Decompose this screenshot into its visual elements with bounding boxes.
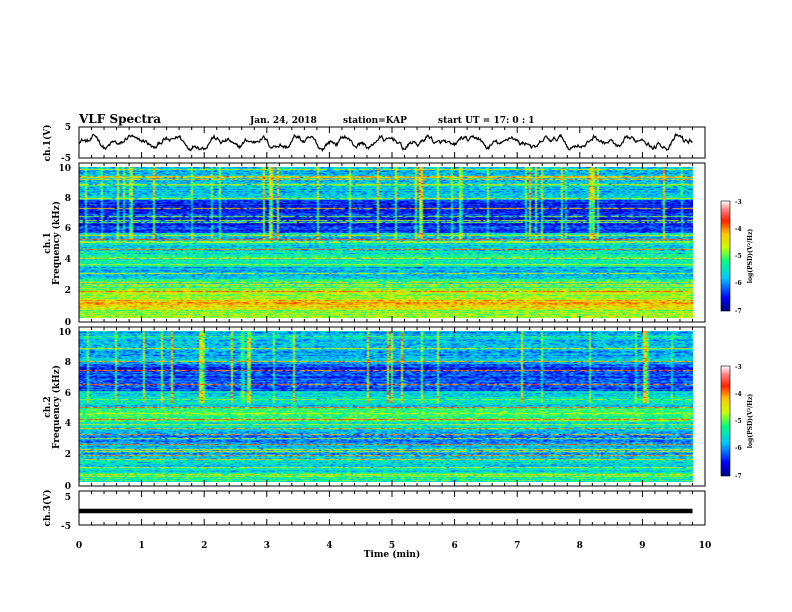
ch2-ytick-6: 6 (65, 389, 71, 399)
ch1-ytick-4: 4 (65, 255, 71, 265)
ch1-ytick-top: 5 (65, 123, 71, 133)
start-time-label: start UT = 17: 0 : 1 (438, 116, 535, 126)
time-axis-labels: 0 1 2 3 4 5 6 7 8 9 10 (76, 541, 711, 551)
xtick-label-0: 0 (76, 541, 82, 551)
time-axis-ticks (78, 127, 706, 525)
ch3-ylabel: ch.3(V) (42, 490, 53, 527)
ch1-ytick-8: 8 (65, 194, 71, 204)
ch1-spectrogram-panel: 10 8 6 4 2 0 ch.1 Frequency (kHz) (43, 162, 706, 328)
ch2-ytick-4: 4 (65, 419, 71, 429)
xtick-label-3: 3 (264, 541, 270, 551)
ch1-ytick-2: 2 (65, 286, 71, 296)
ch2-spec-ylabel: Frequency (kHz) (51, 365, 62, 449)
ch1-ylabel: ch.1(V) (42, 125, 53, 162)
ch1-ytick-bottom: -5 (61, 154, 71, 164)
colorbar-ch1-tick-3: -3 (735, 199, 742, 206)
colorbar-ch1: -3 -4 -5 -6 -7 log(PSD)(V²/Hz) (720, 199, 754, 315)
xtick-label-8: 8 (577, 541, 583, 551)
ch1-spec-ylabel: Frequency (kHz) (51, 201, 62, 285)
station-label: station=KAP (343, 116, 407, 126)
colorbar-ch2-gradient (720, 365, 731, 477)
colorbar-ch1-label: log(PSD)(V²/Hz) (747, 229, 754, 284)
date-label: Jan. 24, 2018 (249, 116, 317, 126)
colorbar-ch1-tick-7: -7 (735, 308, 742, 315)
xaxis-label: Time (min) (364, 549, 421, 560)
ch2-spectrogram-panel: 10 8 6 4 2 0 ch.2 Frequency (kHz) (43, 326, 706, 492)
ch2-ytick-0: 0 (65, 482, 71, 492)
ch2-ytick-2: 2 (65, 450, 71, 460)
xtick-label-4: 4 (326, 541, 332, 551)
xtick-label-7: 7 (514, 541, 520, 551)
xtick-label-2: 2 (201, 541, 207, 551)
ch1-spectrogram-image (79, 167, 693, 318)
ch2-spectrogram-image (79, 331, 693, 482)
ch1-ytick-6: 6 (65, 224, 71, 234)
ch1-waveform-trace (78, 132, 693, 153)
xtick-label-9: 9 (639, 541, 645, 551)
ch3-ytick-bottom: -5 (61, 522, 71, 532)
colorbar-ch2: -3 -4 -5 -6 -7 log(PSD)(V²/Hz) (720, 364, 754, 480)
ch1-spec-ylabel-channel: ch.1 (43, 232, 53, 253)
figure-title: VLF Spectra (78, 112, 161, 126)
colorbar-ch2-tick-6: -6 (735, 445, 742, 452)
xtick-label-5: 5 (389, 541, 395, 551)
xtick-label-6: 6 (451, 541, 457, 551)
colorbar-ch2-tick-5: -5 (735, 418, 742, 425)
colorbar-ch2-tick-7: -7 (735, 473, 742, 480)
ch2-ytick-8: 8 (65, 358, 71, 368)
colorbar-ch1-tick-5: -5 (735, 253, 742, 260)
colorbar-ch1-tick-6: -6 (735, 280, 742, 287)
colorbar-ch2-label: log(PSD)(V²/Hz) (747, 394, 754, 449)
ch1-ytick-0: 0 (65, 318, 71, 328)
colorbar-ch1-tick-4: -4 (735, 226, 742, 233)
ch1-ytick-10: 10 (58, 164, 71, 174)
ch2-spec-ylabel-channel: ch.2 (43, 396, 53, 417)
xtick-label-10: 10 (699, 541, 712, 551)
colorbar-ch2-tick-3: -3 (735, 364, 742, 371)
ch3-ytick-top: 5 (65, 493, 71, 503)
xtick-label-1: 1 (138, 541, 144, 551)
colorbar-ch1-gradient (720, 200, 731, 312)
colorbar-ch2-tick-4: -4 (735, 391, 742, 398)
ch2-ytick-10: 10 (58, 328, 71, 338)
